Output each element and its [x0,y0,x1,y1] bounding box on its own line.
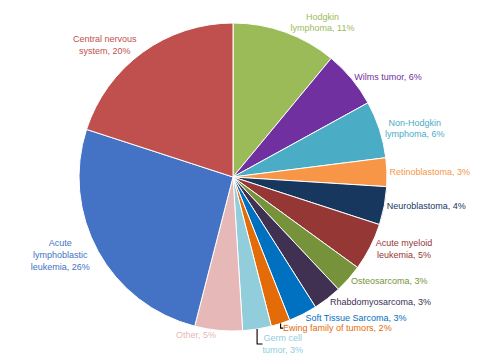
svg-text:Soft Tissue Sarcoma, 3%: Soft Tissue Sarcoma, 3% [305,313,406,323]
svg-text:Central nervoussystem, 20%: Central nervoussystem, 20% [73,34,137,56]
svg-text:Rhabdomyosarcoma, 3%: Rhabdomyosarcoma, 3% [330,297,431,307]
svg-text:Germ celltumor, 3%: Germ celltumor, 3% [263,333,304,355]
svg-text:Acute myeloidleukemia, 5%: Acute myeloidleukemia, 5% [376,238,433,260]
svg-text:Neuroblastoma, 4%: Neuroblastoma, 4% [387,201,466,211]
svg-text:Hodgkinlymphoma, 11%: Hodgkinlymphoma, 11% [291,12,355,34]
svg-text:Osteosarcoma, 3%: Osteosarcoma, 3% [351,276,428,286]
svg-text:Retinoblastoma, 3%: Retinoblastoma, 3% [389,167,470,177]
svg-text:Ewing family of tumors, 2%: Ewing family of tumors, 2% [283,323,392,333]
svg-text:Other, 5%: Other, 5% [176,330,216,340]
svg-text:Acutelymphoblasticleukemia, 26: Acutelymphoblasticleukemia, 26% [31,238,90,271]
svg-text:Non-Hodgkinlymphoma, 6%: Non-Hodgkinlymphoma, 6% [385,118,445,140]
svg-text:Wilms tumor, 6%: Wilms tumor, 6% [354,72,422,82]
